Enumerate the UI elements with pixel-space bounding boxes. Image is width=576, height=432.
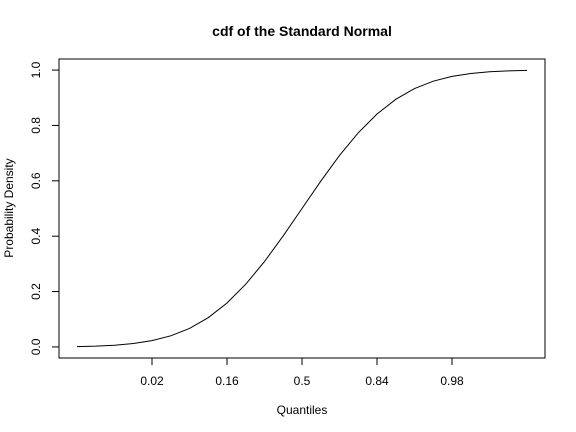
x-tick-label: 0.98	[440, 374, 464, 388]
y-axis-title: Probability Density	[2, 158, 16, 257]
x-tick-label: 0.16	[215, 374, 239, 388]
series-line	[76, 69, 528, 348]
y-axis: 0.0 0.2 0.4 0.6 0.8 1.0	[29, 61, 60, 355]
x-axis: 0.02 0.16 0.5 0.84 0.98	[140, 357, 464, 388]
y-tick-label: 0.6	[29, 172, 43, 189]
x-tick-label: 0.5	[294, 374, 311, 388]
y-tick-label: 0.8	[29, 117, 43, 134]
y-tick-label: 0.4	[29, 228, 43, 245]
x-tick-label: 0.02	[140, 374, 164, 388]
series-layer	[76, 69, 528, 348]
chart-title: cdf of the Standard Normal	[212, 23, 392, 39]
x-tick-label: 0.84	[365, 374, 389, 388]
x-axis-title: Quantiles	[277, 403, 328, 417]
y-tick-label: 1.0	[29, 61, 43, 78]
y-tick-label: 0.2	[29, 283, 43, 300]
y-tick-label: 0.0	[29, 338, 43, 355]
